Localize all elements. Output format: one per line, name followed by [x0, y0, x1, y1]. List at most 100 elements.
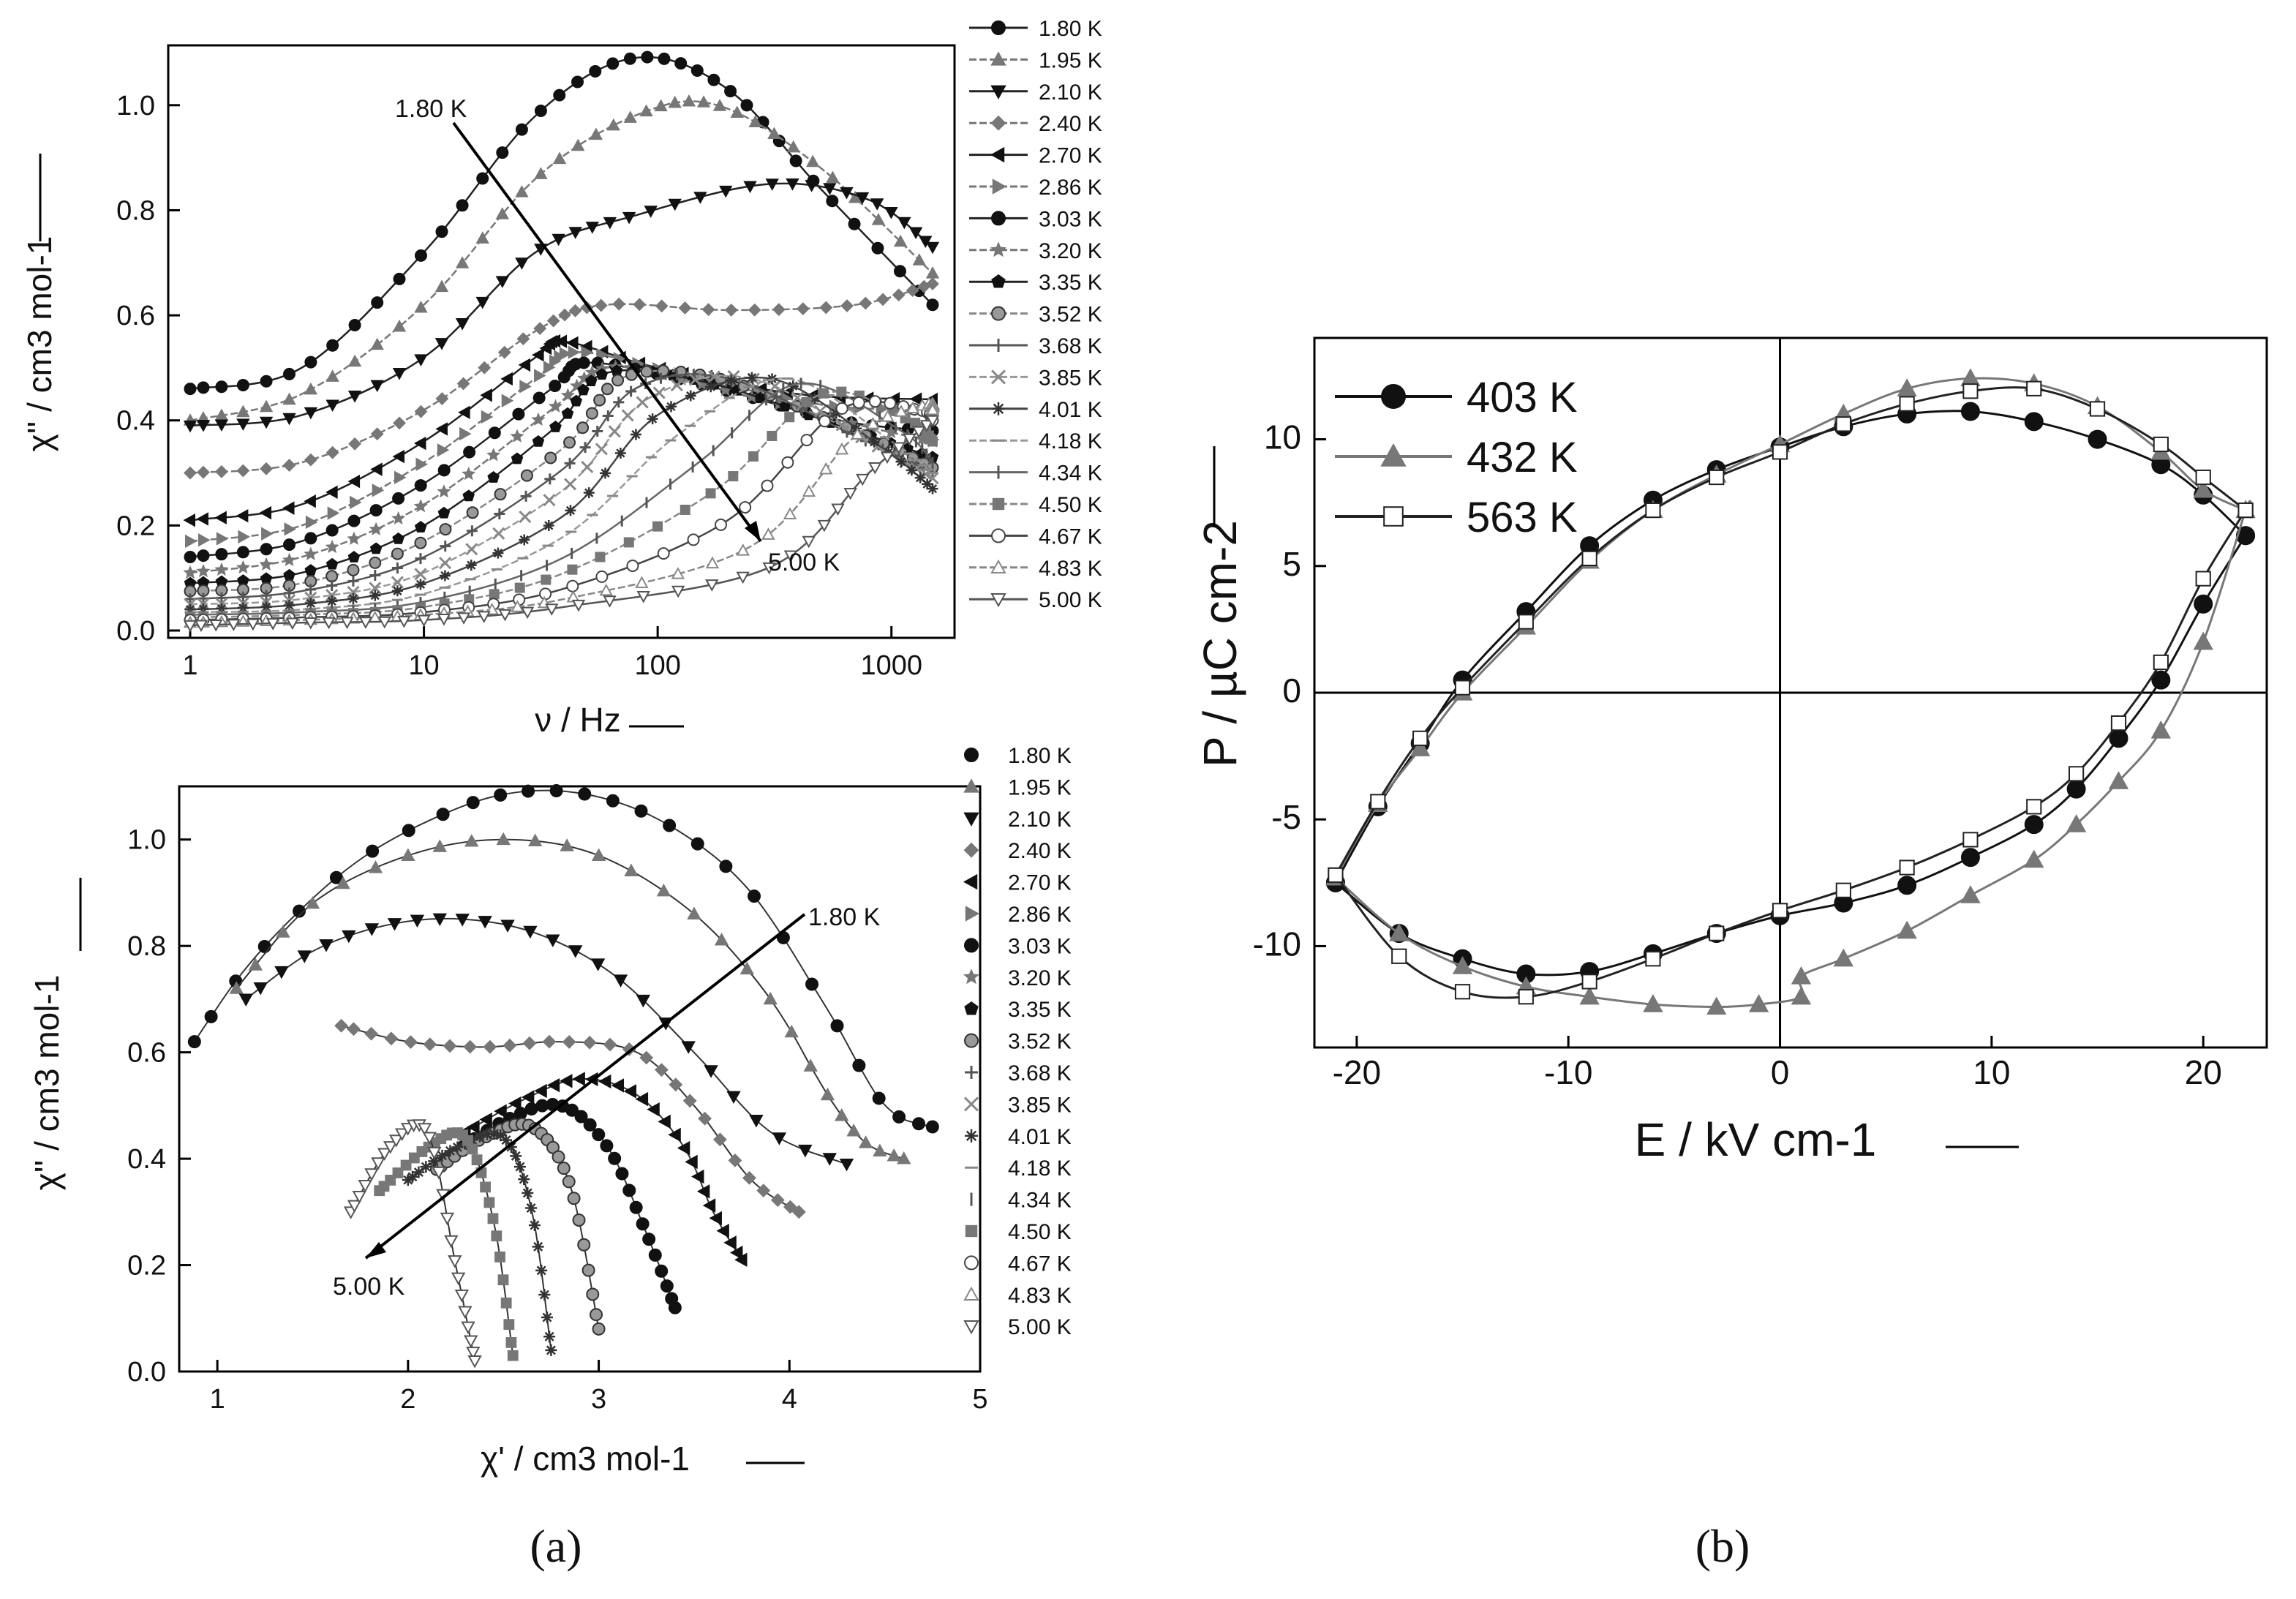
data-point-1-95-k — [305, 895, 320, 909]
data-point-4-50-k — [514, 582, 525, 593]
data-point-432-k — [1897, 920, 1917, 939]
top-left-x-axis-title: ν / Hz — [535, 701, 621, 739]
data-point-1-80-k — [852, 1058, 866, 1072]
data-point-4-01-k — [600, 467, 611, 479]
data-point-563-k — [1518, 989, 1534, 1005]
data-point-2-10-k — [585, 222, 599, 234]
data-point-2-10-k — [387, 918, 402, 931]
data-point-4-83-k — [894, 405, 908, 417]
data-point-432-k — [1791, 986, 1812, 1005]
data-point-2-10-k — [839, 1158, 854, 1172]
series-line-2-40-k — [189, 282, 933, 474]
bottom-left-x-tick-label: 2 — [400, 1384, 415, 1415]
legend-item-2-10-k: 2.10 K — [969, 80, 1102, 105]
legend-item-2-86-k: 2.86 K — [965, 903, 1072, 927]
data-point-5-00-k — [227, 619, 241, 631]
data-point-4-01-k — [868, 436, 880, 448]
legend-label: 3.68 K — [1008, 1061, 1072, 1086]
data-point-2-86-k — [829, 399, 842, 413]
data-point-1-80-k — [553, 89, 566, 102]
data-point-4-50-k — [392, 1167, 404, 1178]
right-y-tick-label: -5 — [1271, 798, 1301, 836]
data-point-4-83-k — [671, 567, 685, 579]
data-point-563-k — [1645, 502, 1661, 519]
data-point-5-00-k — [440, 1212, 455, 1226]
data-point-3-68-k — [237, 591, 249, 603]
data-point-1-95-k — [912, 253, 926, 266]
data-point-1-80-k — [326, 339, 339, 352]
data-point-2-70-k — [598, 1074, 611, 1089]
data-point-3-52-k — [391, 547, 404, 560]
data-point-5-00-k — [892, 442, 906, 455]
data-point-4-01-k — [415, 579, 426, 590]
data-point-2-10-k — [743, 181, 757, 194]
data-point-4-67-k — [781, 456, 794, 469]
legend-label: 3.20 K — [1008, 966, 1072, 990]
data-point-2-86-k — [350, 495, 362, 510]
data-point-3-20-k — [437, 484, 451, 498]
data-point-2-10-k — [798, 1144, 813, 1158]
legend-marker — [963, 812, 979, 827]
data-point-1-95-k — [826, 170, 840, 184]
bottom-left-ticks: 1 2 3 4 5 0.0 0.2 0.4 0.6 0.8 1.0 — [127, 825, 987, 1415]
data-point-4-83-k — [851, 427, 865, 440]
data-point-5-00-k — [520, 606, 535, 620]
data-point-5-00-k — [322, 617, 336, 630]
top-left-annotation-end: 5.00 K — [768, 549, 840, 576]
data-point-5-00-k — [358, 617, 373, 629]
data-point-1-80-k — [204, 1009, 218, 1023]
data-point-563-k — [1454, 680, 1471, 696]
data-point-5-00-k — [451, 1272, 466, 1286]
data-point-403-k — [2024, 815, 2044, 835]
data-point-2-70-k — [691, 1169, 704, 1184]
legend-label: 432 K — [1467, 434, 1578, 481]
data-point-563-k — [1899, 859, 1915, 876]
data-point-4-01-k — [481, 1128, 493, 1140]
data-point-432-k — [1791, 966, 1812, 985]
legend-marker — [991, 211, 1006, 226]
data-point-3-03-k — [184, 550, 197, 563]
data-point-3-52-k — [325, 570, 339, 583]
data-point-1-80-k — [872, 1091, 886, 1105]
data-point-2-40-k — [682, 1094, 697, 1108]
data-point-2-70-k — [196, 512, 208, 526]
data-point-563-k — [2153, 654, 2169, 671]
data-point-3-35-k — [437, 506, 451, 519]
data-point-4-67-k — [595, 570, 609, 583]
data-point-3-03-k — [622, 1184, 636, 1197]
data-point-1-80-k — [674, 57, 688, 70]
data-point-3-03-k — [512, 407, 525, 421]
legend-marker — [991, 528, 1006, 543]
data-point-2-70-k — [508, 1096, 522, 1111]
data-point-3-35-k — [511, 452, 524, 464]
data-point-563-k — [1454, 984, 1471, 1000]
data-point-4-01-k — [216, 603, 227, 614]
data-point-1-95-k — [464, 834, 479, 847]
data-point-403-k — [2151, 670, 2171, 690]
legend-marker — [964, 938, 979, 953]
data-point-2-40-k — [772, 303, 786, 317]
data-point-1-80-k — [690, 837, 704, 851]
data-point-3-35-k — [577, 383, 590, 396]
data-point-2-10-k — [870, 198, 884, 211]
data-point-2-40-k — [796, 302, 810, 316]
data-point-4-01-k — [488, 1127, 500, 1140]
data-point-1-95-k — [858, 1135, 873, 1148]
data-point-5-00-k — [208, 619, 223, 632]
legend-label: 3.03 K — [1039, 207, 1102, 231]
data-point-1-95-k — [696, 95, 711, 108]
data-point-2-70-k — [183, 513, 195, 527]
data-point-4-67-k — [566, 579, 579, 592]
data-point-4-01-k — [746, 372, 758, 383]
series-2-70-k — [458, 1072, 748, 1267]
data-point-2-10-k — [749, 1115, 764, 1128]
data-point-4-01-k — [541, 1312, 553, 1324]
data-point-432-k — [1579, 986, 1600, 1005]
data-point-3-20-k — [560, 388, 576, 402]
fit-curve-2-70-k — [464, 1077, 742, 1260]
data-point-2-86-k — [437, 443, 450, 457]
legend-label: 3.03 K — [1008, 934, 1072, 958]
top-left-y-tick-label: 0.4 — [116, 406, 155, 437]
data-point-2-40-k — [756, 1184, 771, 1198]
